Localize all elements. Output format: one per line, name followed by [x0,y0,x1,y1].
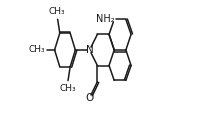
Text: CH₃: CH₃ [29,45,46,54]
Text: CH₃: CH₃ [49,7,65,16]
Text: N: N [86,45,93,55]
Text: CH₃: CH₃ [59,84,76,93]
Text: NH₂: NH₂ [96,15,114,24]
Text: O: O [85,93,94,103]
